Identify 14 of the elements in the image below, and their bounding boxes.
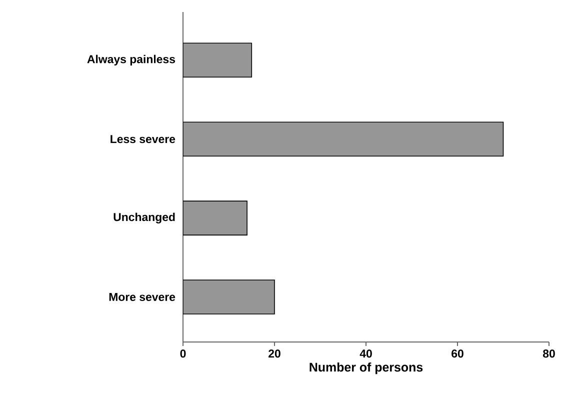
bar <box>183 122 504 156</box>
x-tick-label: 20 <box>268 350 280 358</box>
y-tick-label: More severe <box>109 293 176 301</box>
bar <box>183 200 248 236</box>
x-axis-title: Number of persons <box>310 362 423 374</box>
bar <box>183 280 275 314</box>
x-tick-label: 0 <box>180 350 186 358</box>
bar <box>183 42 252 78</box>
y-tick-label: Unchanged <box>114 212 175 224</box>
y-tick-label: Always painless <box>87 54 176 66</box>
y-tick-label: Less severe <box>110 135 176 144</box>
x-tick-label: 60 <box>452 350 464 358</box>
x-tick-label: 40 <box>360 350 372 358</box>
x-tick-label: 80 <box>542 350 555 358</box>
